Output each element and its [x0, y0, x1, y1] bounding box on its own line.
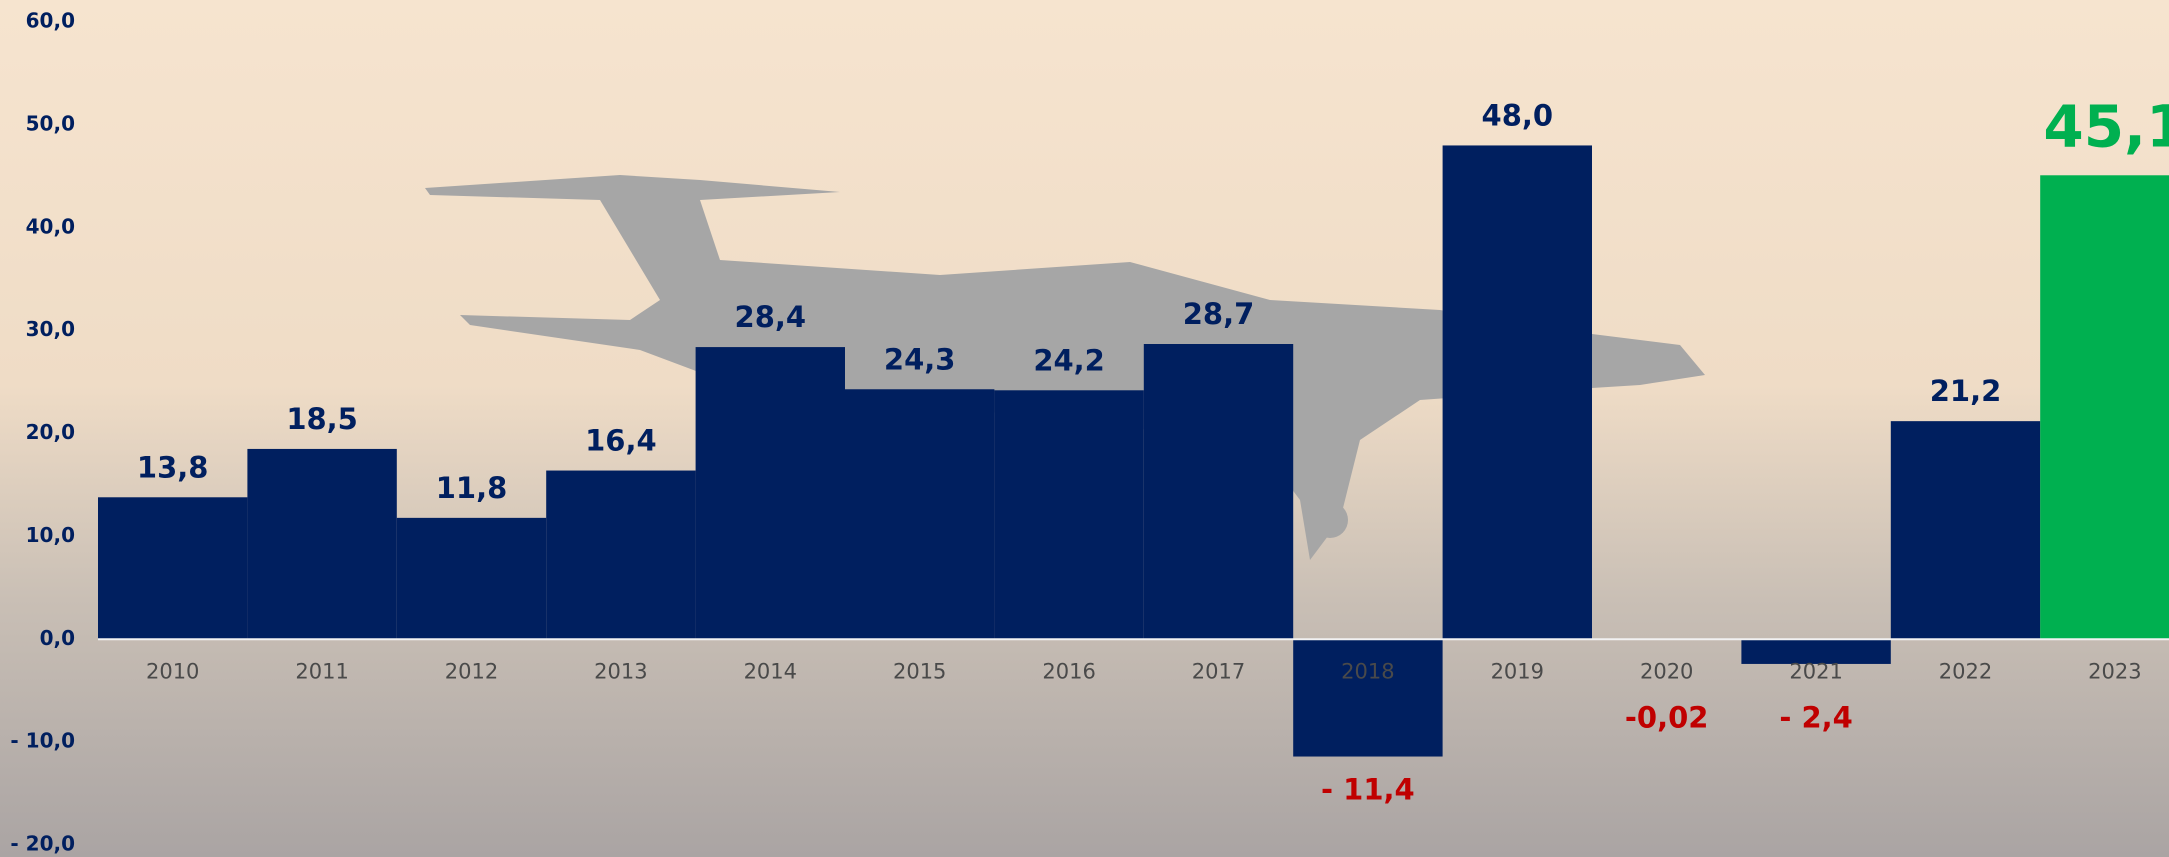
value-label: 45,1: [2043, 92, 2169, 160]
bar: [845, 389, 995, 640]
x-tick-label: 2016: [1042, 659, 1095, 683]
value-label: 28,7: [1183, 297, 1255, 331]
bar: [1890, 421, 2041, 640]
x-tick-label: 2019: [1491, 659, 1544, 683]
value-label: 18,5: [286, 402, 358, 436]
value-label: -0,02: [1625, 700, 1709, 734]
x-tick-label: 2020: [1640, 659, 1693, 683]
value-label: 24,2: [1033, 343, 1105, 377]
bar: [98, 497, 248, 640]
bar: [1293, 639, 1443, 757]
value-label: - 11,4: [1321, 773, 1415, 807]
bar: [247, 448, 397, 640]
y-tick-label: 10,0: [26, 523, 75, 547]
value-label: 21,2: [1930, 374, 2002, 408]
plane-silhouette: [425, 175, 1705, 560]
value-label: 13,8: [137, 450, 209, 484]
bar: [1143, 343, 1294, 640]
x-tick-label: 2021: [1789, 659, 1842, 683]
bar: [695, 347, 845, 640]
x-tick-label: 2017: [1192, 659, 1245, 683]
y-tick-label: 60,0: [26, 9, 75, 33]
y-tick-label: 0,0: [40, 626, 75, 650]
bar: [396, 517, 547, 640]
value-label: 11,8: [436, 471, 508, 505]
y-tick-label: 50,0: [26, 111, 75, 135]
x-tick-label: 2011: [295, 659, 348, 683]
value-label: 48,0: [1482, 98, 1554, 132]
x-tick-label: 2023: [2088, 659, 2141, 683]
y-tick-label: - 10,0: [10, 729, 75, 753]
bar: [1442, 145, 1592, 640]
y-tick-label: 30,0: [26, 317, 75, 341]
x-tick-label: 2022: [1939, 659, 1992, 683]
x-tick-label: 2010: [146, 659, 199, 683]
bar: [994, 390, 1144, 640]
bar: [546, 470, 696, 640]
x-tick-label: 2013: [594, 659, 647, 683]
y-tick-label: 40,0: [26, 214, 75, 238]
x-tick-label: 2018: [1341, 659, 1394, 683]
bar: [1741, 639, 1891, 664]
value-label: - 2,4: [1779, 700, 1853, 734]
value-label: 24,3: [884, 342, 956, 376]
x-tick-label: 2012: [445, 659, 498, 683]
bar: [2040, 175, 2169, 640]
value-label: 28,4: [735, 300, 807, 334]
x-tick-label: 2015: [893, 659, 946, 683]
value-label: 16,4: [585, 424, 657, 458]
y-tick-label: 20,0: [26, 420, 75, 444]
x-tick-label: 2014: [744, 659, 797, 683]
y-tick-label: - 20,0: [10, 832, 75, 856]
